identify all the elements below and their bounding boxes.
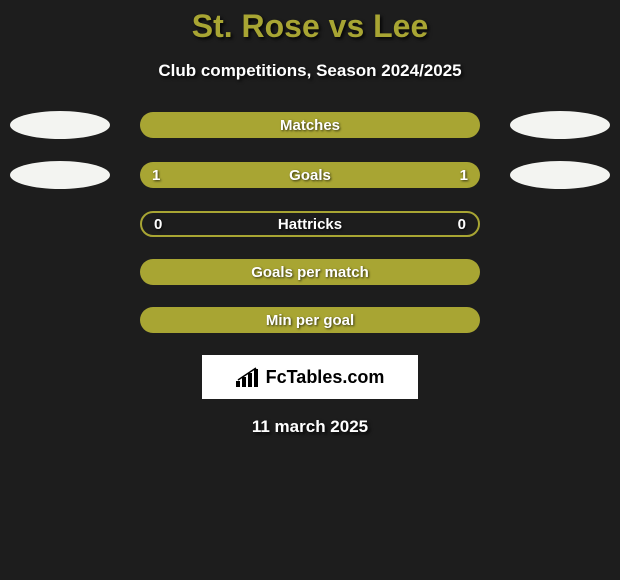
stat-bar: Matches <box>140 112 480 138</box>
page-subtitle: Club competitions, Season 2024/2025 <box>0 61 620 81</box>
stat-bar: Min per goal <box>140 307 480 333</box>
player-ellipse-right <box>510 161 610 189</box>
player-ellipse-left <box>10 111 110 139</box>
stat-label: Min per goal <box>266 312 354 329</box>
stat-label: Goals per match <box>251 264 369 281</box>
stats-container: Matches 1 Goals 1 0 Hattricks 0 Goals per match… <box>0 111 620 333</box>
stat-row: 0 Hattricks 0 <box>0 211 620 237</box>
stat-bar: Goals per match <box>140 259 480 285</box>
stat-row: 1 Goals 1 <box>0 161 620 189</box>
stat-label: Matches <box>280 117 340 134</box>
stat-value-right: 1 <box>460 167 468 184</box>
brand-logo: FcTables.com <box>202 355 418 399</box>
stat-row: Matches <box>0 111 620 139</box>
player-ellipse-right <box>510 111 610 139</box>
stat-value-left: 1 <box>152 167 160 184</box>
stat-row: Min per goal <box>0 307 620 333</box>
stat-label: Goals <box>289 167 331 184</box>
stat-bar: 0 Hattricks 0 <box>140 211 480 237</box>
stat-bar: 1 Goals 1 <box>140 162 480 188</box>
stat-row: Goals per match <box>0 259 620 285</box>
chart-icon <box>236 367 260 387</box>
footer-date: 11 march 2025 <box>0 417 620 437</box>
stat-value-left: 0 <box>154 216 162 233</box>
player-ellipse-left <box>10 161 110 189</box>
stat-value-right: 0 <box>458 216 466 233</box>
page-title: St. Rose vs Lee <box>0 8 620 45</box>
brand-text: FcTables.com <box>266 367 385 388</box>
stat-label: Hattricks <box>278 216 342 233</box>
